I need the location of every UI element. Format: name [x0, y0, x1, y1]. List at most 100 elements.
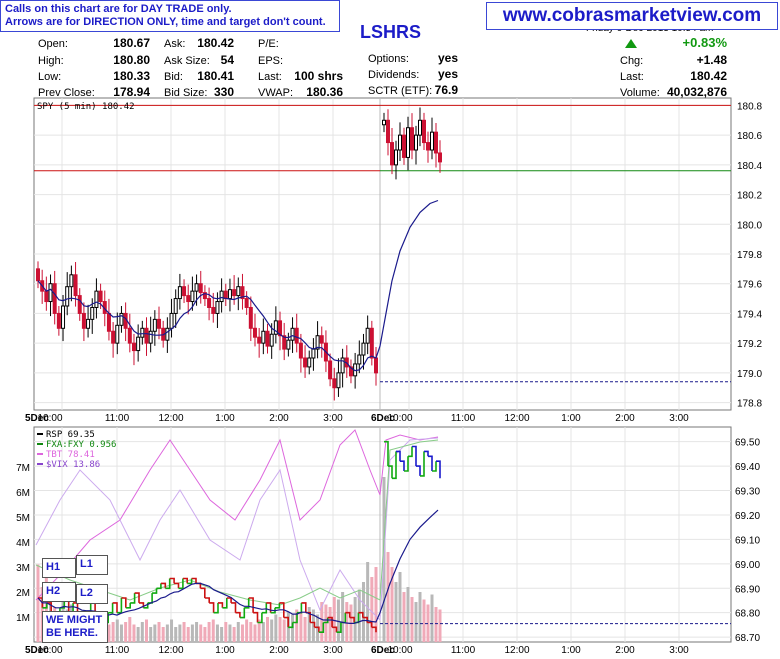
rsp-line-segment: [165, 578, 171, 590]
candle-body: [152, 318, 157, 332]
quote-label: P/E:: [258, 38, 279, 50]
y-tick-label: 179.8: [737, 250, 762, 261]
candle-body: [36, 268, 40, 282]
spy-legend: SPY (5 min) 180.42: [37, 102, 135, 112]
candle-body: [252, 327, 257, 338]
x-tick-label: 10:00: [387, 413, 412, 424]
rsp-line-segment: [279, 602, 285, 618]
x-tick-label: 12:00: [158, 413, 183, 424]
volume-bar: [357, 589, 361, 642]
quote-value: 180.67: [113, 36, 150, 50]
candle-body: [298, 342, 303, 359]
quote-value: 330: [214, 85, 234, 99]
volume-bar: [111, 622, 115, 642]
volume-bar: [406, 587, 410, 642]
volume-bar: [245, 619, 249, 642]
volume-bar: [266, 617, 270, 642]
candle-body: [315, 335, 320, 350]
volume-bar: [199, 624, 203, 642]
candle-body: [98, 290, 103, 303]
candle-body: [382, 119, 386, 126]
rsp-line-segment: [388, 465, 393, 479]
candle-body: [303, 357, 308, 368]
volume-bar: [390, 567, 394, 642]
volume-bar: [261, 622, 265, 642]
annotation-line-1: WE MIGHT: [46, 614, 103, 626]
volume-bar: [341, 592, 345, 642]
legend-label: TBT 78.41: [46, 450, 95, 460]
volume-tick-label: 6M: [16, 488, 30, 499]
quote-value: 180.36: [306, 85, 343, 99]
rsp-line-segment: [152, 588, 158, 594]
rsp-line-segment: [125, 602, 131, 609]
candle-body: [86, 318, 91, 329]
volume-bar: [299, 612, 303, 642]
candle-body: [269, 333, 274, 347]
candle-body: [119, 312, 124, 326]
legend-swatch: [37, 463, 43, 465]
rsp-line-segment: [345, 611, 351, 618]
vix-line: [35, 437, 439, 622]
annotation-we-might-be-here: WE MIGHT BE HERE.: [42, 611, 108, 643]
candle-body: [394, 149, 398, 166]
rsp-line-segment: [108, 602, 114, 614]
x-tick-label: 6Dec: [371, 413, 395, 424]
volume-bar: [240, 624, 244, 642]
moving-average-line: [37, 199, 439, 372]
rsp-line-segment: [336, 622, 342, 633]
candle-body: [56, 312, 61, 329]
rsp-line-segment: [270, 607, 276, 614]
volume-bar: [410, 597, 414, 642]
volume-tick-label: 5M: [16, 513, 30, 524]
rsp-line-segment: [396, 450, 401, 462]
candle-body: [215, 301, 220, 314]
candle-body: [136, 336, 141, 352]
volume-bar: [253, 624, 257, 642]
rsp-line-segment: [46, 602, 52, 613]
quote-value: 40,032,876: [667, 85, 727, 99]
volume-bar: [418, 592, 422, 642]
quote-label: Bid Size:: [164, 87, 207, 99]
rsp-line-segment: [200, 587, 206, 598]
rsp-line-segment: [310, 621, 316, 628]
quote-value: yes: [438, 51, 458, 65]
volume-bar: [430, 594, 434, 642]
candle-body: [232, 289, 237, 297]
rsp-line-segment: [182, 577, 188, 584]
rsp-line-segment: [327, 616, 333, 628]
candle-body: [278, 320, 283, 337]
volume-bar: [228, 624, 232, 642]
candle-body: [390, 142, 394, 166]
rsp-line-segment: [213, 602, 219, 614]
candle-body: [77, 295, 82, 314]
x-tick-label: 12:00: [504, 413, 529, 424]
y-tick-label: 180.0: [737, 220, 762, 231]
volume-bar: [328, 607, 332, 642]
candle-body: [144, 327, 149, 344]
volume-bar: [36, 564, 40, 642]
legend-swatch: [37, 443, 43, 445]
volume-bar: [249, 622, 253, 642]
x-tick-label: 2:00: [615, 413, 635, 424]
volume-bar: [303, 617, 307, 642]
website-link[interactable]: www.cobrasmarketview.com: [486, 2, 778, 30]
quote-value: 180.42: [197, 36, 234, 50]
volume-bar: [370, 577, 374, 642]
volume-bar: [211, 619, 215, 642]
y-tick-label: 179.0: [737, 369, 762, 380]
volume-bar: [107, 624, 111, 642]
candle-body: [328, 360, 333, 380]
volume-bar: [174, 627, 178, 642]
x-tick-label: 3:00: [323, 413, 343, 424]
volume-tick-label: 4M: [16, 538, 30, 549]
candle-body: [190, 290, 195, 303]
quote-label: VWAP:: [258, 87, 293, 99]
legend-label: $VIX 13.86: [46, 460, 100, 470]
volume-bar: [128, 617, 132, 642]
legend-label: RSP 69.35: [46, 430, 95, 440]
rsp-axis: 69.50 69.40 69.30 69.20 69.10 69.00 68.90 68.80…: [16, 438, 760, 644]
candle-body: [307, 357, 312, 368]
rsp-line-segment: [204, 597, 210, 603]
rsp-line-segment: [244, 598, 250, 609]
